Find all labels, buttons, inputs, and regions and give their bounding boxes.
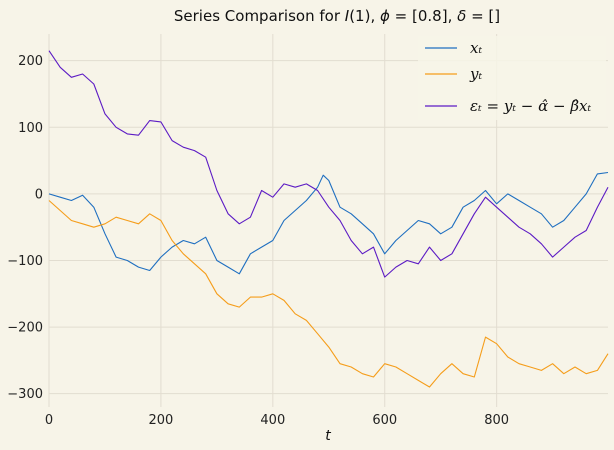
series-line-2 xyxy=(48,50,609,278)
x-tick-label-0: 0 xyxy=(45,413,53,428)
series-line-1 xyxy=(48,200,609,388)
legend: xₜ yₜ εₜ = yₜ − α̂ − β̂xₜ xyxy=(418,36,606,120)
y-tick-label-4: 100 xyxy=(18,121,43,136)
legend-label-2: εₜ = yₜ − α̂ − β̂xₜ xyxy=(470,97,591,115)
y-tick-label-3: 0 xyxy=(35,187,43,202)
series-layer xyxy=(48,50,609,388)
chart-title: Series Comparison for I(1), ϕ = [0.8], δ… xyxy=(174,7,500,25)
y-tick-label-5: 200 xyxy=(18,54,43,69)
y-tick-label-2: −100 xyxy=(7,254,43,269)
y-tick-label-0: −300 xyxy=(7,387,43,402)
x-tick-label-1: 200 xyxy=(148,413,173,428)
y-tick-label-1: −200 xyxy=(7,321,43,336)
legend-label-1: yₜ xyxy=(469,65,482,83)
x-axis-label: t xyxy=(325,428,331,444)
x-tick-label-4: 800 xyxy=(484,413,509,428)
x-tick-label-3: 600 xyxy=(372,413,397,428)
ticks: 0 200 400 600 800 −300 −200 −100 0 100 200 xyxy=(7,54,509,428)
x-tick-label-2: 400 xyxy=(260,413,285,428)
series-line-0 xyxy=(48,171,609,275)
legend-label-0: xₜ xyxy=(470,39,482,57)
